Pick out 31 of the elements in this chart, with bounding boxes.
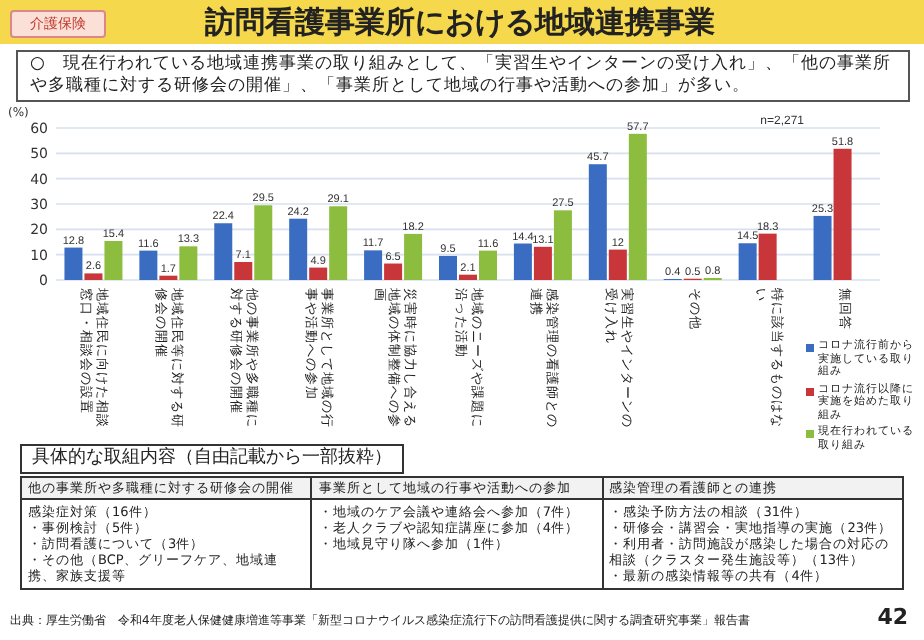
bar	[104, 240, 123, 280]
bar	[588, 164, 607, 280]
bar	[628, 133, 647, 280]
bar	[64, 247, 83, 280]
bar	[813, 215, 832, 280]
bar	[214, 223, 233, 280]
bar	[439, 255, 457, 280]
chart-title: 訪問看護事業所における地域連携事業	[202, 4, 717, 40]
bar	[234, 262, 253, 280]
bar	[254, 205, 273, 280]
bar	[833, 148, 852, 280]
bar	[758, 233, 777, 280]
bar	[289, 218, 308, 280]
bar	[738, 243, 757, 280]
bar	[179, 246, 198, 280]
bar	[404, 233, 423, 280]
bar	[309, 267, 328, 280]
bar	[364, 250, 383, 280]
text: 42	[877, 604, 908, 630]
bar	[384, 263, 403, 280]
bar	[139, 250, 158, 280]
chart-subtitle: ○ 現在行われている地域連携事業の取り組みとして、「実習生やインターンの受け入れ」、「他の事業所や多職種に対する研修会の開催」、「事業所として地域の行事や活動への参加」が多い。	[16, 50, 910, 102]
bar	[553, 210, 572, 280]
bar	[513, 243, 532, 280]
bar	[479, 250, 497, 280]
bar	[84, 273, 103, 280]
bar	[459, 274, 477, 280]
text: 具体的な取組内容（自由記載から一部抜粋）	[20, 444, 404, 474]
bar	[533, 246, 552, 280]
bar	[329, 206, 348, 280]
bar	[608, 249, 627, 280]
